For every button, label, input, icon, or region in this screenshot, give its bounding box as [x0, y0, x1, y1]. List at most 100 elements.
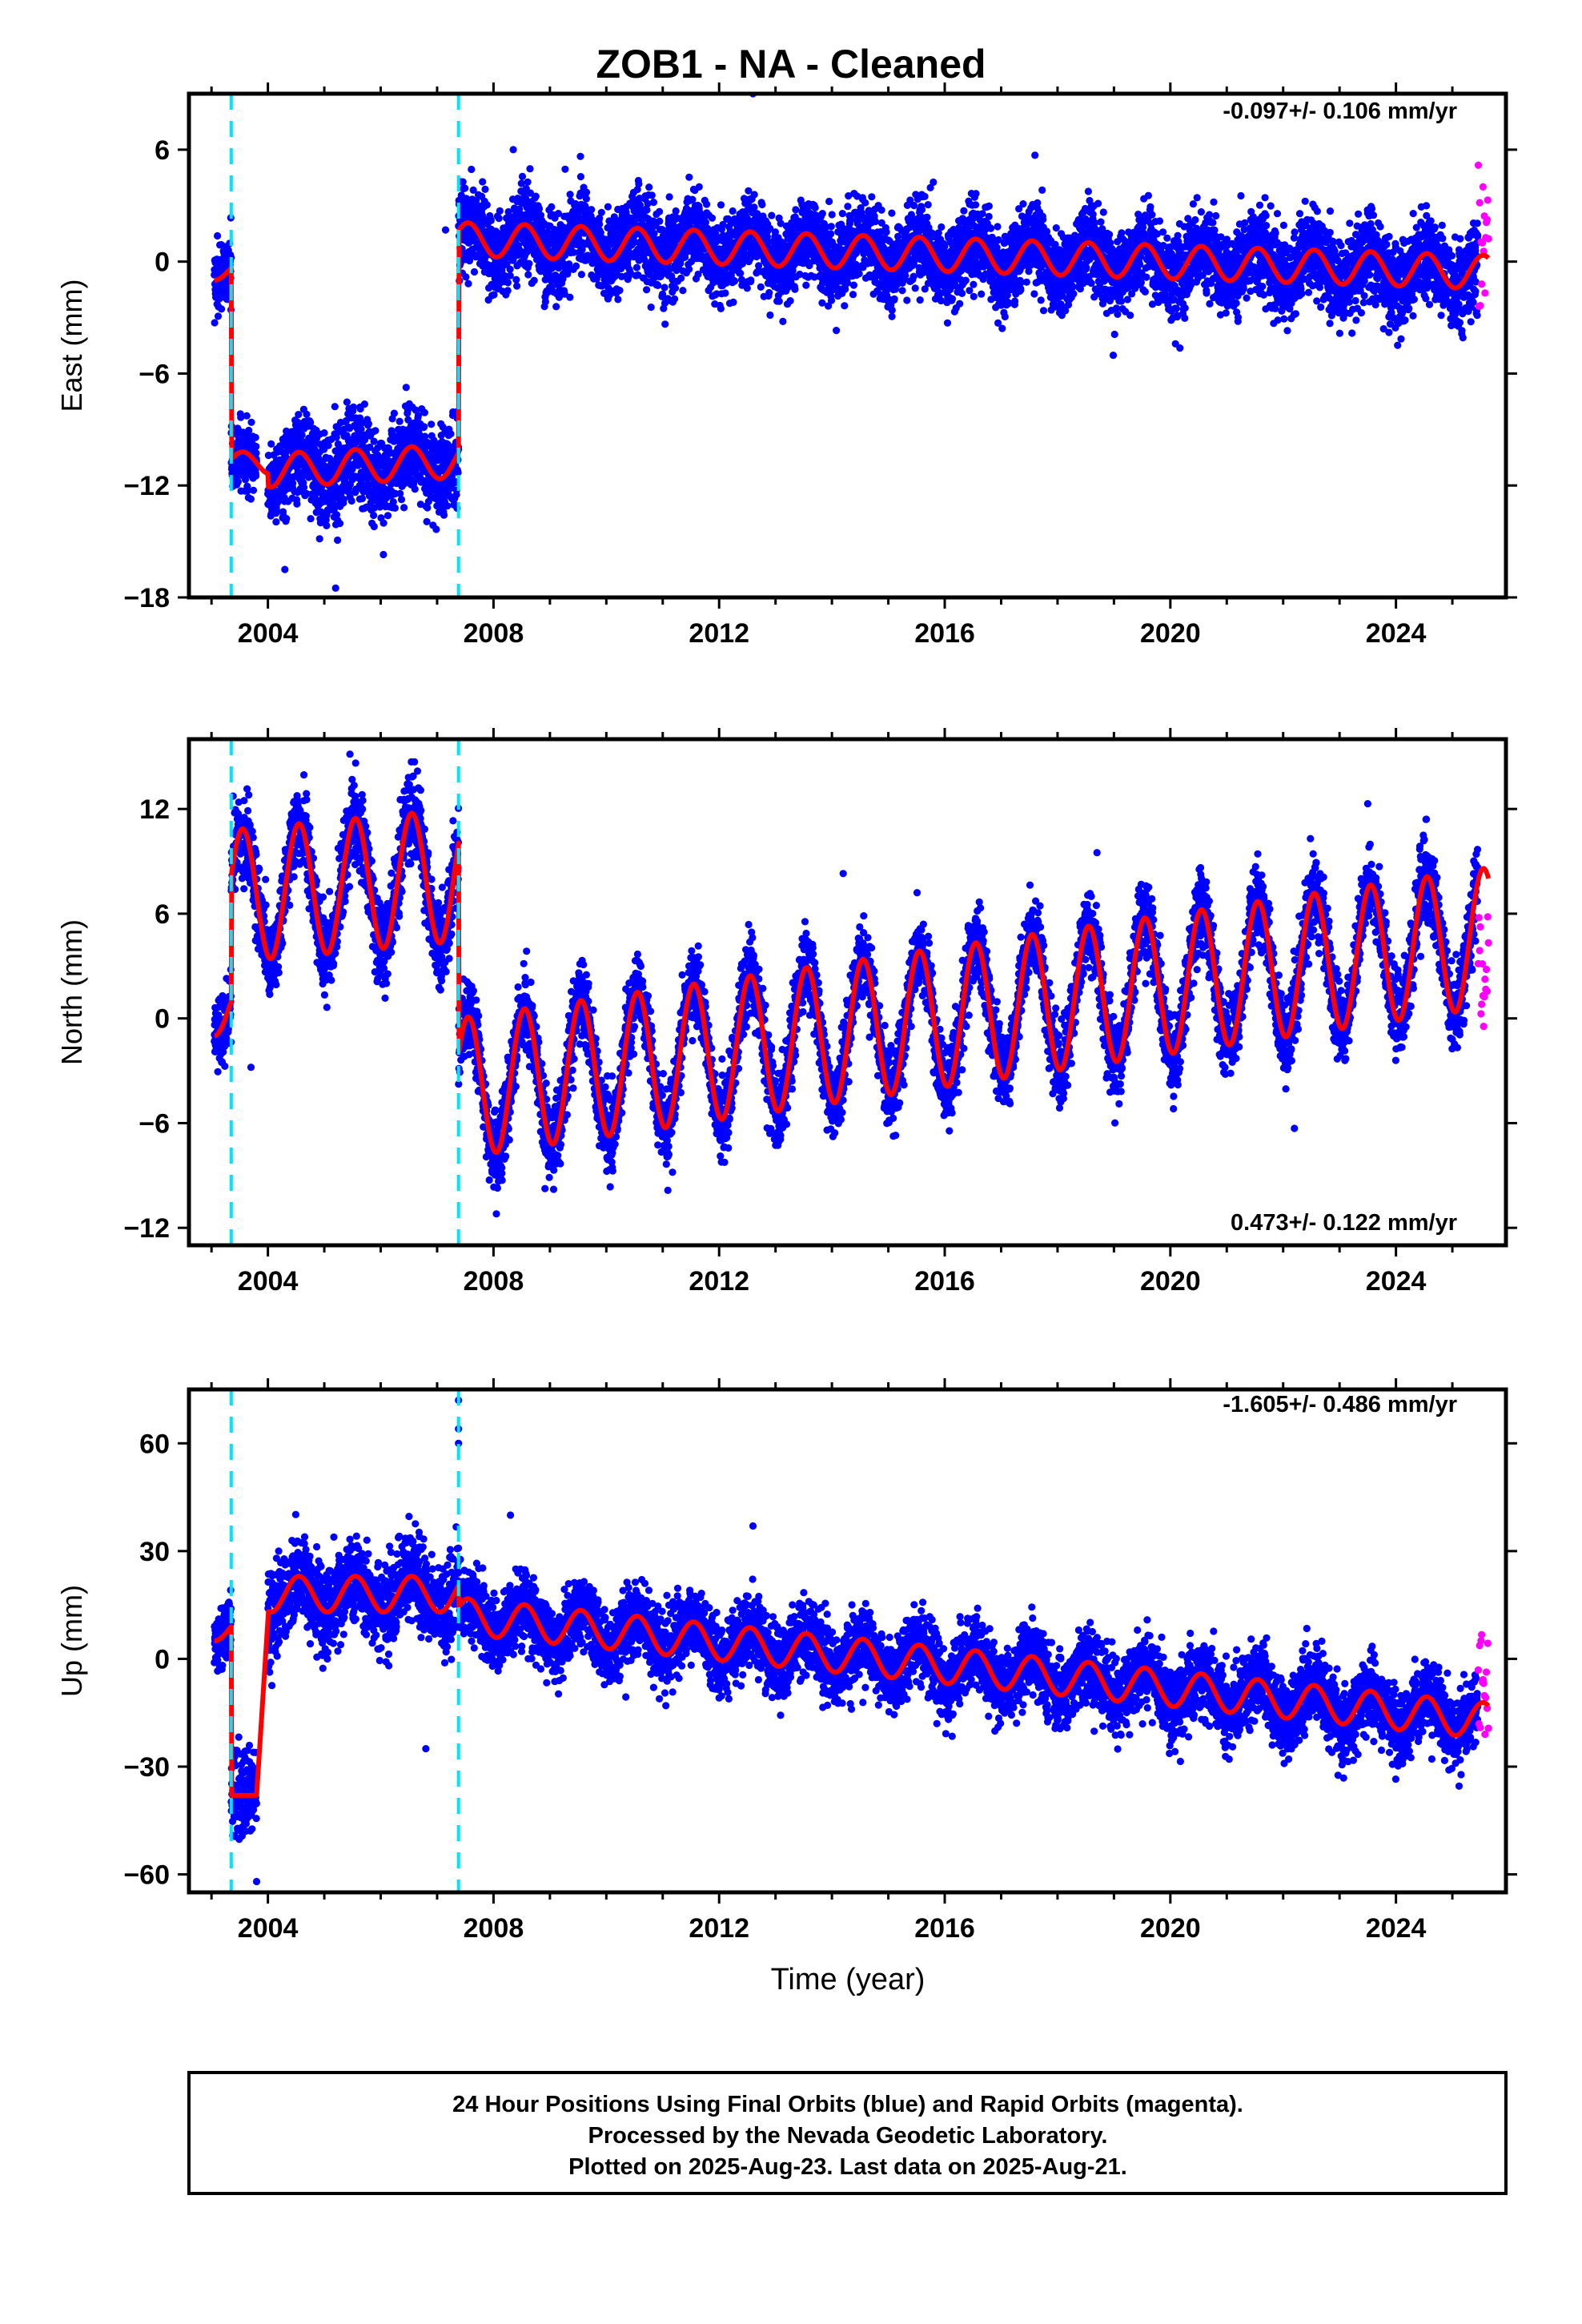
east-final-point [791, 285, 799, 293]
east-final-point [672, 207, 680, 215]
east-final-point [958, 289, 966, 297]
east-final-point [768, 211, 776, 219]
east-final-point [462, 273, 470, 281]
east-final-point [335, 520, 344, 528]
chart-title: ZOB1 - NA - Cleaned [596, 42, 986, 86]
east-final-point [911, 284, 919, 292]
east-final-point [420, 408, 429, 416]
east-final-point [695, 183, 703, 191]
east-final-point [421, 444, 429, 452]
east-final-point [910, 202, 918, 210]
east-final-point [300, 484, 308, 492]
east-final-point [506, 265, 514, 273]
east-final-point [566, 191, 574, 199]
east-final-point [267, 440, 275, 448]
east-final-point [986, 224, 995, 232]
east-final-point [481, 185, 489, 193]
east-final-point [825, 197, 833, 206]
east-final-point [743, 284, 751, 292]
east-final-point [252, 442, 260, 451]
east-final-point [358, 494, 367, 503]
east-final-point [921, 192, 929, 200]
east-final-point [496, 207, 504, 215]
east-final-point [295, 411, 303, 419]
east-final-point [252, 472, 260, 480]
east-final-point [849, 291, 857, 299]
east-final-point [729, 298, 737, 306]
east-final-point [535, 204, 544, 213]
east-final-point [632, 263, 641, 271]
east-final-point [956, 300, 964, 308]
east-final-point [234, 477, 242, 486]
east-plot-area [211, 94, 1492, 597]
east-final-point [464, 279, 472, 287]
east-final-point [402, 384, 410, 392]
east-final-point [214, 312, 223, 320]
east-final-point [871, 218, 879, 226]
east-final-point [654, 281, 662, 289]
east-final-point [370, 522, 378, 531]
east-final-point [614, 296, 622, 304]
east-final-point [985, 202, 993, 210]
east-final-point [512, 275, 520, 283]
east-final-point [972, 190, 980, 198]
east-final-point [903, 296, 911, 304]
east-final-point [582, 188, 591, 196]
east-final-point [347, 497, 355, 505]
east-final-point [786, 297, 794, 305]
east-final-point [650, 230, 658, 238]
east-final-point [635, 180, 643, 188]
east-final-point [649, 199, 658, 207]
east-final-point [468, 165, 476, 174]
east-final-point [960, 207, 968, 215]
east-final-point [730, 277, 739, 285]
east-final-point [332, 511, 341, 519]
east-final-point [251, 433, 259, 441]
east-final-point [604, 203, 612, 211]
east-final-point [818, 210, 826, 218]
east-final-point [342, 416, 350, 425]
east-final-point [532, 192, 540, 200]
east-final-point [930, 178, 938, 187]
east-final-point [423, 517, 431, 526]
east-final-point [315, 535, 323, 543]
east-final-point [320, 429, 328, 437]
east-final-point [526, 165, 534, 173]
east-final-point [827, 230, 835, 238]
east-final-point [243, 412, 251, 420]
east-final-point [938, 223, 946, 231]
east-final-point [424, 504, 432, 512]
east-final-point [273, 507, 281, 516]
east-final-point [370, 437, 378, 445]
east-final-point [247, 418, 255, 426]
east-final-point [211, 319, 219, 327]
east-final-point [428, 420, 436, 428]
east-final-point [703, 200, 711, 208]
east-final-point [379, 519, 387, 527]
east-final-point [391, 504, 399, 513]
east-final-point [366, 443, 374, 452]
east-final-point [671, 284, 680, 292]
east-final-point [970, 292, 978, 300]
east-final-point [888, 312, 896, 320]
east-final-point [597, 208, 605, 216]
east-final-point [283, 515, 291, 523]
east-final-point [841, 302, 849, 310]
east-final-point [414, 412, 423, 420]
east-final-point [332, 433, 340, 441]
east-final-point [440, 511, 448, 519]
east-final-point [525, 259, 533, 267]
east-final-point [298, 431, 306, 439]
east-final-point [966, 287, 974, 295]
east-final-point [329, 500, 337, 508]
east-final-point [898, 287, 906, 295]
east-final-point [432, 525, 440, 533]
east-final-point [487, 216, 495, 224]
east-final-point [708, 214, 717, 222]
east-final-point [737, 269, 745, 277]
east-final-point [389, 498, 397, 506]
east-final-point [307, 418, 315, 427]
east-final-point [645, 183, 653, 191]
east-final-point [792, 206, 800, 214]
